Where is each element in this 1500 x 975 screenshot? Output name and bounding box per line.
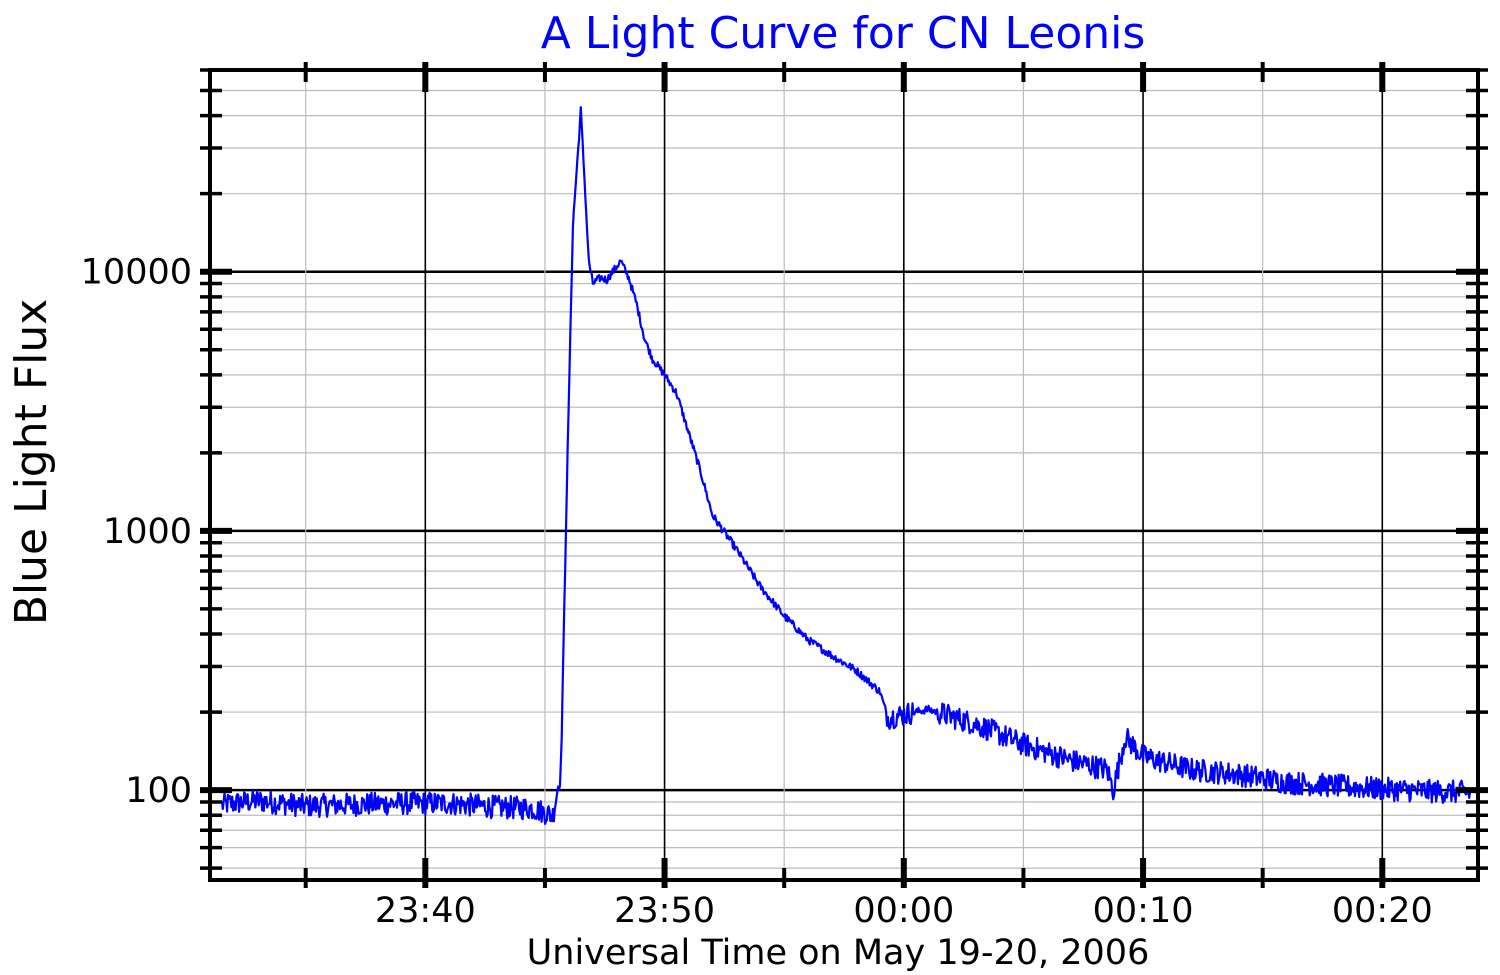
ticks xyxy=(200,62,1488,888)
series-line xyxy=(220,106,1472,825)
series-layer xyxy=(220,106,1472,825)
tick-labels: 23:40 23:50 00:00 00:10 00:20 100 1000 10000 xyxy=(81,253,1433,931)
x-tick-label: 00:00 xyxy=(853,891,954,931)
x-axis-label: Universal Time on May 19-20, 2006 xyxy=(527,933,1150,973)
y-tick-label: 1000 xyxy=(103,512,192,552)
grid xyxy=(210,69,1478,880)
chart-title: A Light Curve for CN Leonis xyxy=(541,8,1146,59)
y-axis-label: Blue Light Flux xyxy=(6,299,57,626)
x-tick-label: 00:20 xyxy=(1332,891,1433,931)
y-tick-label: 100 xyxy=(125,771,192,811)
x-tick-label: 00:10 xyxy=(1093,891,1194,931)
y-tick-label: 10000 xyxy=(81,253,192,293)
x-tick-label: 23:50 xyxy=(614,891,715,931)
x-tick-label: 23:40 xyxy=(375,891,476,931)
plot-frame xyxy=(208,68,1480,882)
